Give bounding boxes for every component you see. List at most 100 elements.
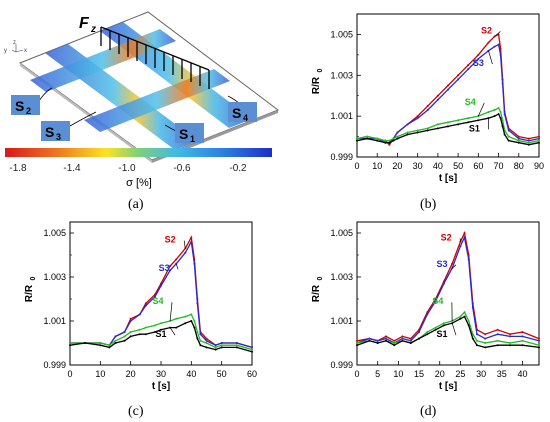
x-tick-label: 90 xyxy=(534,161,544,171)
plot-frame xyxy=(356,221,540,366)
data-point-s1 xyxy=(160,328,162,331)
data-point-s2 xyxy=(538,337,540,340)
data-point-s3 xyxy=(416,117,419,120)
data-point-s4 xyxy=(175,317,178,320)
svg-text:y: y xyxy=(4,48,7,54)
data-point-s1 xyxy=(84,342,87,344)
data-point-s2 xyxy=(484,333,487,336)
caption-a: (a) xyxy=(128,197,144,212)
data-point-s1 xyxy=(396,137,399,140)
data-point-s1 xyxy=(436,127,439,130)
data-point-s1 xyxy=(392,139,395,142)
data-point-s1 xyxy=(484,346,487,349)
data-point-s3 xyxy=(475,333,478,336)
caption-b: (b) xyxy=(420,197,437,212)
x-tick-label: 20 xyxy=(435,369,445,379)
data-point-s4 xyxy=(434,326,437,329)
data-point-s1 xyxy=(467,324,470,327)
data-point-s1 xyxy=(184,322,187,325)
data-point-s3 xyxy=(138,313,141,316)
data-point-s4 xyxy=(392,137,395,140)
data-point-s3 xyxy=(144,304,147,307)
sensor-box-s4: S 4 xyxy=(228,102,257,123)
annotation-arrow-s1 xyxy=(451,323,457,336)
data-point-s1 xyxy=(538,141,540,144)
data-point-s3 xyxy=(538,137,540,140)
annotation-label-s2: S2 xyxy=(481,25,492,35)
svg-text:S: S xyxy=(45,124,54,140)
svg-text:-0.6: -0.6 xyxy=(173,163,191,174)
data-point-s1 xyxy=(477,119,480,122)
annotation-arrow-s3 xyxy=(488,50,493,65)
data-point-s4 xyxy=(184,315,187,318)
y-tick-label: 0.999 xyxy=(330,360,353,370)
data-point-s4 xyxy=(199,339,202,342)
annotation-arrow-s1 xyxy=(169,327,176,336)
data-point-s1 xyxy=(388,141,391,144)
data-point-s3 xyxy=(196,302,199,305)
data-point-s2 xyxy=(384,335,387,338)
data-point-s3 xyxy=(401,337,404,340)
x-tick-label: 10 xyxy=(372,161,382,171)
data-point-s3 xyxy=(463,236,466,239)
data-point-s4 xyxy=(160,322,162,325)
data-point-s4 xyxy=(501,119,504,122)
data-point-s4 xyxy=(426,331,429,333)
data-point-s4 xyxy=(499,111,502,114)
svg-text:z: z xyxy=(13,40,16,46)
data-point-s2 xyxy=(175,258,178,261)
data-point-s4 xyxy=(69,342,71,344)
data-point-s4 xyxy=(356,342,358,344)
colorbar-label: σ [%] xyxy=(126,177,152,189)
data-point-s3 xyxy=(199,333,202,336)
data-point-s1 xyxy=(463,315,466,318)
y-axis-label-subscript: 0 xyxy=(317,69,324,73)
data-point-s4 xyxy=(376,137,379,140)
data-point-s1 xyxy=(426,129,429,132)
data-point-s2 xyxy=(527,137,530,140)
data-point-s3 xyxy=(493,45,496,48)
series-line-s2 xyxy=(356,230,540,342)
data-point-s2 xyxy=(356,339,358,342)
data-point-s2 xyxy=(436,94,439,97)
annotation-arrow-s3 xyxy=(175,263,179,270)
data-point-s4 xyxy=(509,342,512,344)
data-point-s1 xyxy=(401,339,404,342)
data-point-s2 xyxy=(426,104,429,107)
data-point-s4 xyxy=(517,139,520,142)
data-point-s4 xyxy=(214,346,217,349)
data-point-s3 xyxy=(406,123,409,126)
data-point-s4 xyxy=(457,119,460,122)
data-point-s2 xyxy=(205,337,208,340)
x-tick-label: 30 xyxy=(476,369,486,379)
series-line-s4 xyxy=(356,107,540,144)
data-point-s2 xyxy=(463,232,466,234)
data-point-s3 xyxy=(496,333,499,336)
chart-b: 0 10 20 30 40 50 60 70 80 90 0.999 1.001 1.003 1.005 t… xyxy=(311,13,544,184)
data-point-s1 xyxy=(153,331,156,333)
svg-text:-0.2: -0.2 xyxy=(229,163,247,174)
chart-c: 0 10 20 30 40 50 60 0.999 1.001 1.003 1.005 t [s] R/… xyxy=(24,221,257,392)
series-line-s3 xyxy=(357,43,540,144)
data-point-s1 xyxy=(251,350,253,353)
data-point-s1 xyxy=(499,117,502,120)
data-point-s2 xyxy=(459,240,462,243)
data-point-s4 xyxy=(497,106,500,109)
data-point-s2 xyxy=(517,135,520,138)
data-point-s1 xyxy=(196,337,199,340)
data-point-s1 xyxy=(409,342,412,344)
y-tick-label: 0.999 xyxy=(330,152,353,162)
data-point-s3 xyxy=(153,295,156,298)
svg-text:S: S xyxy=(179,126,188,142)
data-point-s3 xyxy=(426,109,429,112)
data-point-s4 xyxy=(459,315,462,318)
y-axis-label: R/R xyxy=(24,284,35,302)
data-point-s3 xyxy=(160,284,162,287)
data-point-s3 xyxy=(205,339,208,342)
data-point-s2 xyxy=(477,53,480,56)
caption-c: (c) xyxy=(128,404,144,419)
data-point-s1 xyxy=(416,131,419,134)
chart-d: 0 5 10 15 20 25 30 35 40 0.999 1.001 1.003 1.005 t [s… xyxy=(311,221,540,392)
annotation-label-s3: S3 xyxy=(473,58,484,68)
x-tick-label: 10 xyxy=(393,369,403,379)
